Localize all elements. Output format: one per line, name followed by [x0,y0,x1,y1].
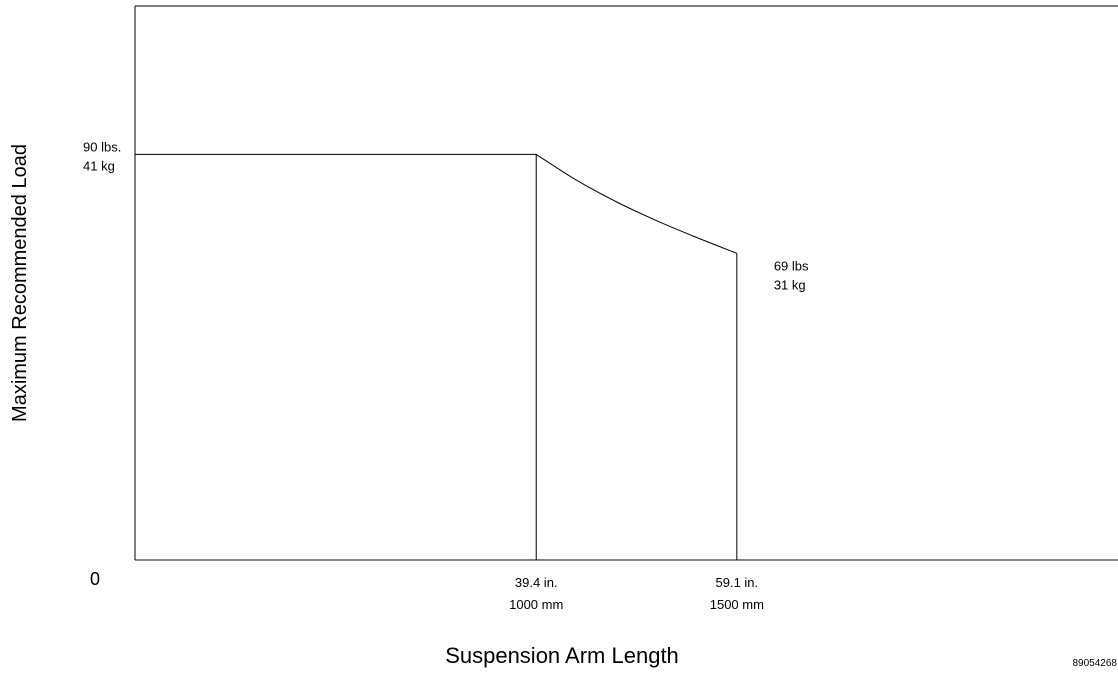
x-tick-label-1-line2: 1500 mm [710,597,764,612]
x-tick-label-1-line1: 59.1 in. [716,575,759,590]
x-tick-label-0-line1: 39.4 in. [515,575,558,590]
y-origin-label: 0 [90,569,100,589]
annotation-0-line1: 90 lbs. [83,139,121,154]
figure-id: 89054268 [1073,658,1118,669]
annotation-1-line2: 31 kg [774,277,806,292]
x-tick-label-0-line2: 1000 mm [509,597,563,612]
annotation-1-line1: 69 lbs [774,258,809,273]
series-line-0 [135,153,738,254]
annotation-0-line2: 41 kg [83,158,115,173]
x-axis-title: Suspension Arm Length [445,643,679,668]
y-axis-title: Maximum Recommended Load [9,144,31,422]
